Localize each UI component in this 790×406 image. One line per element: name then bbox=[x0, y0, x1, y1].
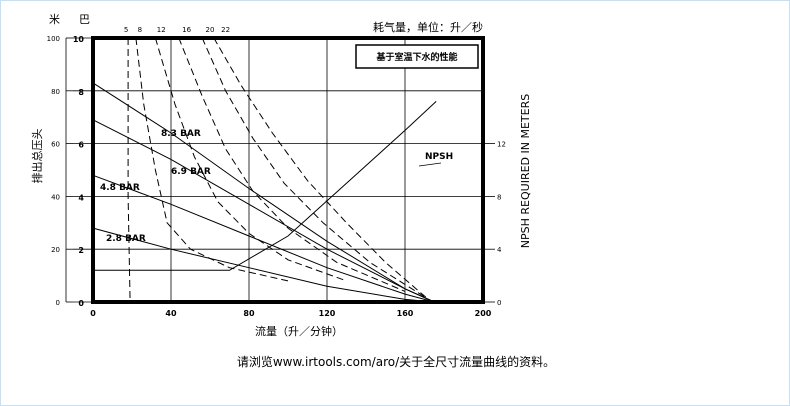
bar-tick-label: 8 bbox=[78, 88, 84, 97]
meters-tick-label: 80 bbox=[51, 88, 60, 96]
pressure-curve bbox=[92, 82, 435, 303]
npsh-leader bbox=[418, 162, 442, 167]
air-consumption-curve bbox=[127, 38, 131, 303]
air-consumption-curve bbox=[178, 37, 406, 292]
pressure-label: 6.9 BAR bbox=[171, 167, 211, 177]
npsh-curve bbox=[93, 101, 437, 271]
npsh-tick-label: 0 bbox=[497, 299, 501, 307]
x-tick-label: 0 bbox=[90, 309, 96, 318]
pressure-label: 2.8 BAR bbox=[106, 234, 146, 244]
meters-tick-label: 60 bbox=[51, 141, 60, 149]
meters-tick-label: 0 bbox=[56, 299, 60, 307]
pressure-label: 8.3 BAR bbox=[161, 129, 201, 139]
meters-tick-label: 20 bbox=[51, 246, 60, 254]
npsh-tick-label: 8 bbox=[497, 193, 501, 201]
x-tick-label: 200 bbox=[475, 309, 492, 318]
meters-tick-label: 100 bbox=[47, 35, 60, 43]
x-tick-label: 160 bbox=[397, 309, 414, 318]
bar-tick-label: 10 bbox=[73, 35, 85, 44]
legend-text: 基于室温下水的性能 bbox=[375, 51, 457, 63]
air-consumption-tick: 16 bbox=[182, 26, 191, 34]
legend-box bbox=[355, 44, 479, 69]
air-consumption-curve bbox=[213, 37, 429, 300]
bar-tick-label: 6 bbox=[78, 141, 84, 150]
air-consumption-curve bbox=[154, 37, 347, 282]
air-consumption-tick: 5 bbox=[124, 26, 128, 34]
air-consumption-tick: 12 bbox=[157, 26, 166, 34]
y-axis-title: 排出总压头 bbox=[30, 129, 44, 184]
air-consumption-tick: 22 bbox=[221, 26, 230, 34]
meters-tick-label: 40 bbox=[51, 193, 60, 201]
air-consumption-curve bbox=[201, 37, 425, 298]
npsh-tick-label: 4 bbox=[497, 246, 502, 254]
plot-frame bbox=[91, 36, 485, 304]
performance-chart: 0204060801000246810048120 40 80 120 160 200米巴… bbox=[30, 13, 532, 338]
footnote: 请浏览www.irtools.com/aro/关于全尺寸流量曲线的资料。 bbox=[236, 355, 556, 369]
x-tick-label: 120 bbox=[319, 309, 336, 318]
bar-tick-label: 2 bbox=[78, 246, 84, 255]
air-consumption-tick: 20 bbox=[206, 26, 215, 34]
air-consumption-tick: 8 bbox=[138, 26, 142, 34]
air-consumption-label: 耗气量，单位：升／秒 bbox=[373, 20, 483, 34]
npsh-label: NPSH bbox=[425, 152, 453, 162]
x-tick-label: 40 bbox=[165, 309, 177, 318]
right-axis-title: NPSH REQUIRED IN METERS bbox=[519, 94, 532, 248]
npsh-tick-label: 12 bbox=[497, 141, 506, 149]
bar-tick-label: 0 bbox=[78, 299, 84, 308]
left-unit-top: 米 bbox=[49, 13, 60, 26]
air-consumption-curve bbox=[135, 37, 289, 282]
x-tick-label: 80 bbox=[243, 309, 255, 318]
x-axis-title: 流量（升／分钟） bbox=[255, 324, 343, 338]
pressure-curve bbox=[92, 227, 435, 303]
left-unit-bottom: 巴 bbox=[79, 13, 90, 26]
pressure-label: 4.8 BAR bbox=[100, 183, 140, 193]
pressure-curve bbox=[92, 119, 435, 303]
pressure-curve bbox=[92, 174, 435, 303]
bar-tick-label: 4 bbox=[78, 193, 84, 202]
